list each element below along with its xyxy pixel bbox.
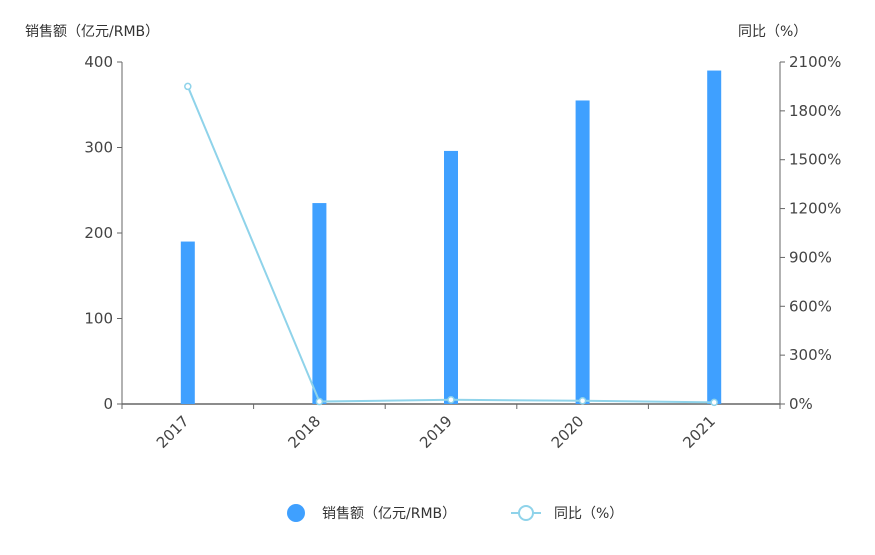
y-axis-right-title: 同比（%） (738, 24, 807, 40)
y-right-tick-label: 600% (789, 297, 832, 315)
y-axis-left-title: 销售额（亿元/RMB） (25, 24, 159, 40)
legend[interactable]: 销售额（亿元/RMB） 同比（%） (287, 504, 623, 522)
y-right-tick-label: 1200% (789, 200, 841, 218)
legend-bar-swatch (287, 504, 305, 522)
legend-item-sales[interactable]: 销售额（亿元/RMB） (322, 506, 456, 522)
y-right-tick-label: 1500% (789, 151, 841, 169)
bar-2019[interactable] (444, 150, 458, 404)
y-left-tick-label: 100 (84, 310, 113, 328)
x-tick-label: 2019 (416, 412, 456, 452)
x-tick-label: 2018 (284, 412, 324, 452)
y-right-tick-label: 300% (789, 346, 832, 364)
y-left-tick-label: 300 (84, 139, 113, 157)
y-right-tick-label: 900% (789, 248, 832, 266)
y-left-tick-label: 400 (84, 53, 113, 71)
yoy-point-2019[interactable] (447, 396, 455, 404)
bar-2017[interactable] (180, 241, 195, 404)
bar-series (180, 70, 722, 405)
y-right-tick-label: 1800% (789, 102, 841, 120)
yoy-point-2018[interactable] (315, 397, 324, 406)
y-right-tick-label: 2100% (789, 53, 841, 71)
legend-line-marker (518, 505, 534, 521)
legend-item-yoy[interactable]: 同比（%） (554, 506, 623, 522)
y-left-tick-label: 0 (103, 395, 113, 413)
line-series (184, 82, 718, 407)
x-tick-label: 2020 (548, 412, 588, 452)
yoy-point-2020[interactable] (578, 396, 587, 405)
x-tick-label: 2021 (679, 412, 719, 452)
yoy-point-2021[interactable] (710, 398, 718, 407)
bar-2018[interactable] (312, 203, 327, 404)
y-right-tick-label: 0% (789, 395, 813, 413)
bar-2020[interactable] (575, 100, 590, 404)
yoy-point-2017[interactable] (184, 82, 192, 91)
x-tick-label: 2017 (153, 412, 193, 452)
bar-2021[interactable] (707, 70, 722, 405)
y-left-tick-label: 200 (84, 224, 113, 242)
